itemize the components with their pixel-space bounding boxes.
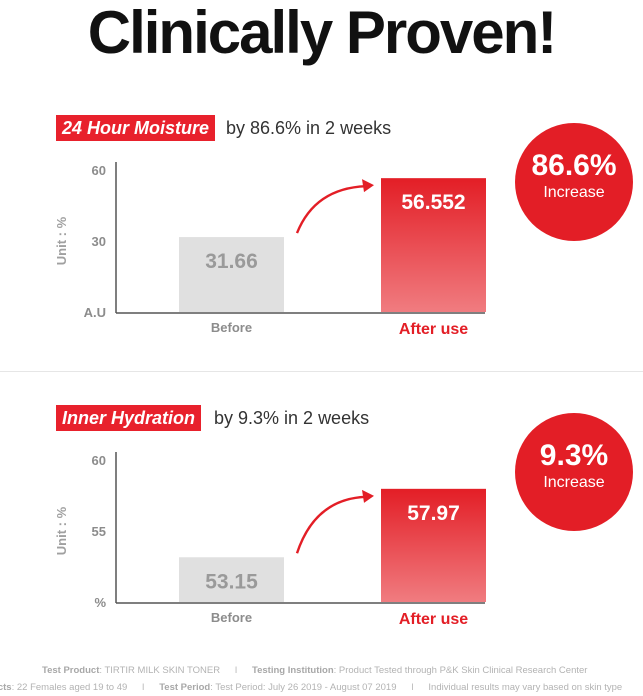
footer-line-2: Subjects: 22 Females aged 19 to 49 I Tes… xyxy=(0,682,622,693)
moisture-increase-badge: 86.6% Increase xyxy=(515,123,633,241)
footer-label: Test Period xyxy=(159,682,211,693)
hydration-trend-arrow xyxy=(295,495,367,554)
hydration-trend-arrowhead xyxy=(362,489,374,503)
moisture-y-tick-label: A.U xyxy=(84,305,106,320)
footer-label: Testing Institution xyxy=(252,665,334,676)
footer-label: Test Product xyxy=(42,665,100,676)
footer-value: Individual results may vary based on ski… xyxy=(428,682,623,693)
footer-line-1: Test Product: TIRTIR MILK SKIN TONER I T… xyxy=(42,665,587,676)
footer-separator: I xyxy=(411,682,414,693)
footer-separator: I xyxy=(141,682,145,693)
moisture-y-axis-label: Unit : % xyxy=(54,216,69,265)
moisture-badge-value: 86.6% xyxy=(531,149,617,182)
moisture-trend-arrow xyxy=(295,184,367,234)
moisture-y-tick-label: 30 xyxy=(92,234,106,249)
moisture-badge-label: Increase xyxy=(543,184,605,201)
headline: Clinically Proven! xyxy=(87,0,558,66)
moisture-bar-chart: A.U 30 60 Unit : % 31.66 Before 56.552 After us… xyxy=(54,162,486,338)
hydration-badge-label: Increase xyxy=(543,474,605,491)
footer-separator: I xyxy=(234,665,238,676)
footer-value: : 22 Females aged 19 to 49 xyxy=(11,682,128,693)
hydration-y-axis-label: Unit : % xyxy=(54,506,69,555)
hydration-bar-chart: % 55 60 Unit : % 53.15 Before 57.97 After use xyxy=(54,452,486,628)
moisture-panel: 24 Hour Moisture by 86.6% in 2 weeks A.U… xyxy=(0,90,643,368)
footer-value: : Product Tested through P&K Skin Clinic… xyxy=(333,665,588,676)
hydration-panel: Inner Hydration by 9.3% in 2 weeks % 55 60… xyxy=(0,380,643,658)
section-divider xyxy=(0,371,643,372)
moisture-bar-after xyxy=(381,178,486,312)
hydration-category-label-before: Before xyxy=(211,610,252,625)
moisture-value-label-before: 31.66 xyxy=(205,250,258,273)
hydration-value-label-before: 53.15 xyxy=(205,570,258,593)
hydration-increase-badge: 9.3% Increase xyxy=(515,413,633,531)
hydration-y-tick-label: 55 xyxy=(92,524,106,539)
hydration-value-label-after: 57.97 xyxy=(407,502,460,525)
moisture-y-tick-label: 60 xyxy=(92,163,106,178)
hydration-tag: Inner Hydration xyxy=(56,405,202,431)
hydration-category-label-after: After use xyxy=(399,611,468,628)
hydration-y-tick-label: % xyxy=(94,595,106,610)
footer-label: Subjects xyxy=(0,682,12,693)
footer-value: : Test Period: July 26 2019 - August 07 … xyxy=(210,682,397,693)
moisture-tag: 24 Hour Moisture xyxy=(56,115,216,141)
moisture-subtitle: by 86.6% in 2 weeks xyxy=(226,118,392,138)
moisture-trend-arrowhead xyxy=(362,179,374,193)
hydration-bar-before xyxy=(179,557,284,602)
footer-value: : TIRTIR MILK SKIN TONER xyxy=(99,665,221,676)
hydration-badge-value: 9.3% xyxy=(539,439,609,472)
moisture-category-label-after: After use xyxy=(399,321,468,338)
hydration-y-tick-label: 60 xyxy=(92,453,106,468)
moisture-value-label-after: 56.552 xyxy=(401,191,465,214)
hydration-bar-after xyxy=(381,488,486,602)
hydration-subtitle: by 9.3% in 2 weeks xyxy=(214,408,370,428)
moisture-category-label-before: Before xyxy=(211,320,252,335)
test-details-footer: Test Product: TIRTIR MILK SKIN TONER I T… xyxy=(0,662,643,696)
moisture-bar-before xyxy=(179,237,284,312)
